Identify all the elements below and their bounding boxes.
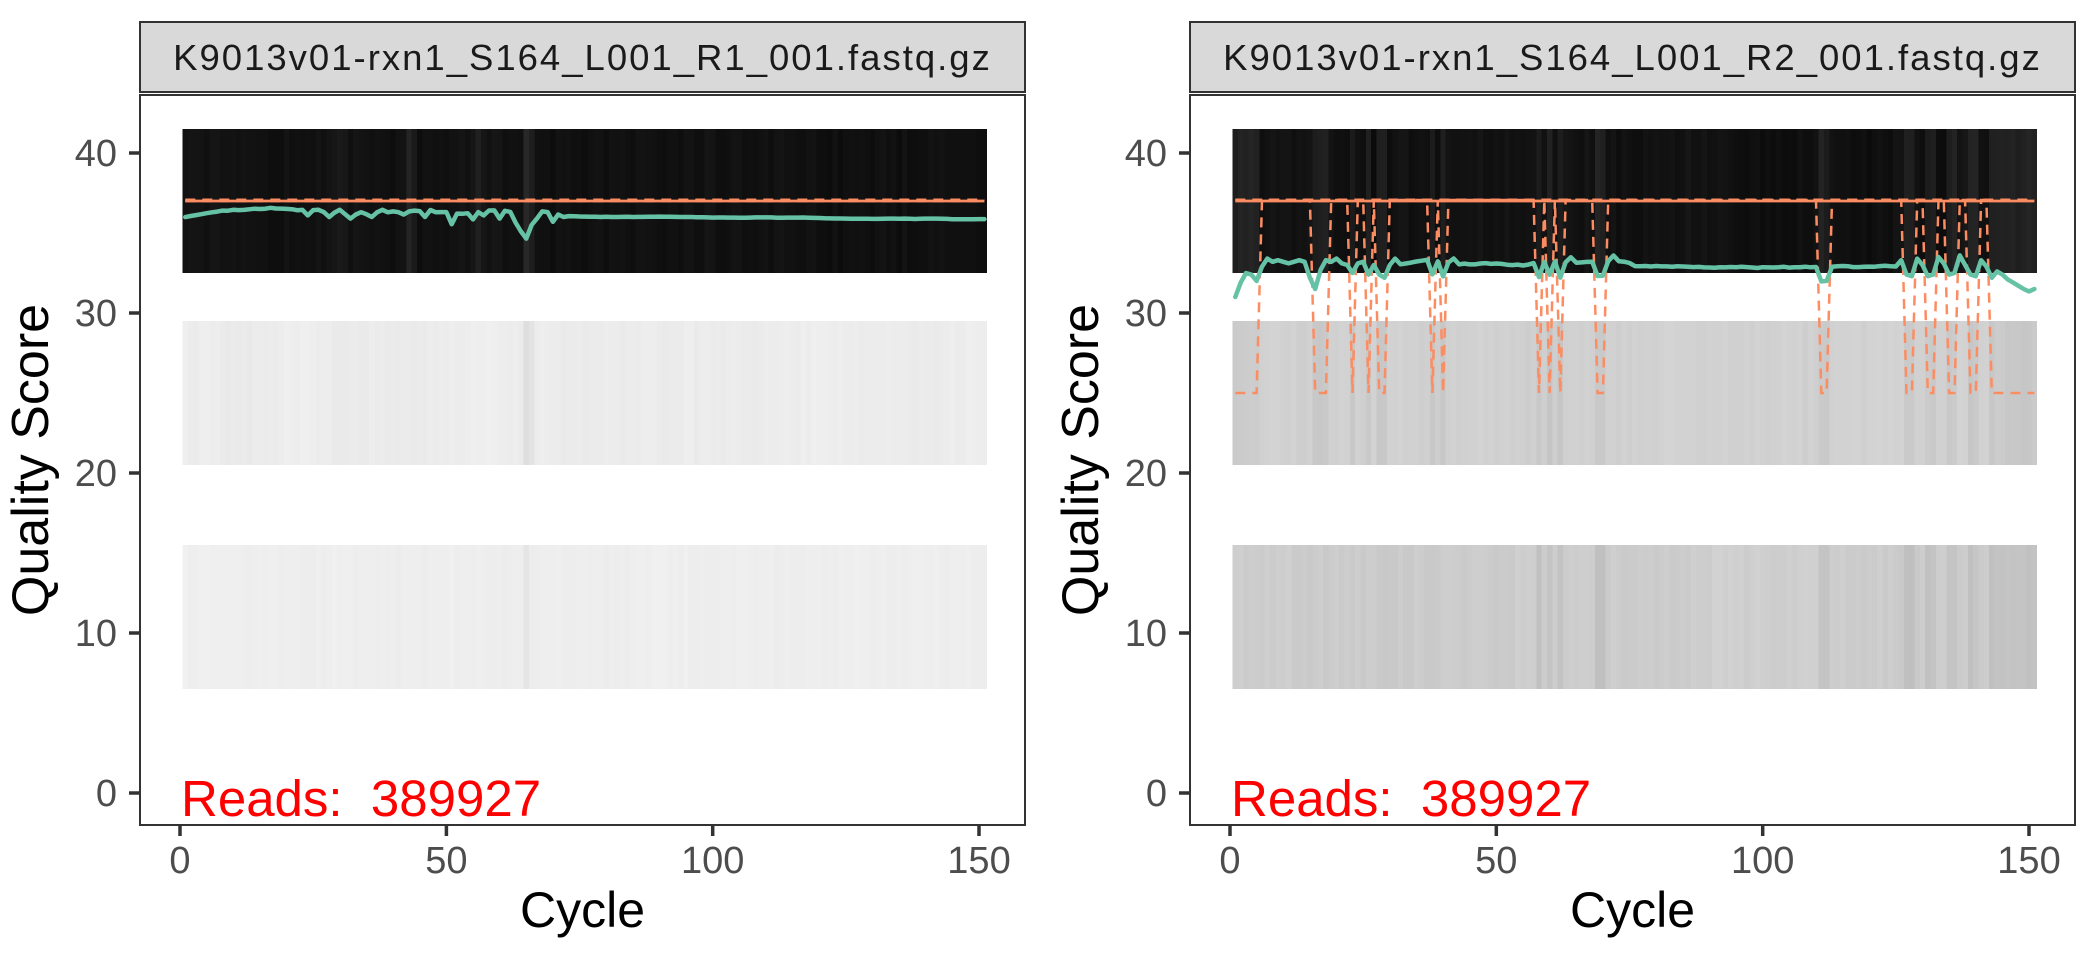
svg-text:Reads: 389927: Reads: 389927 (181, 770, 541, 827)
svg-text:Cycle: Cycle (1570, 882, 1695, 938)
svg-text:20: 20 (75, 453, 117, 495)
svg-text:30: 30 (1125, 293, 1167, 335)
svg-text:50: 50 (425, 840, 467, 882)
svg-text:Reads: 389927: Reads: 389927 (1231, 770, 1591, 827)
svg-text:100: 100 (1731, 840, 1794, 882)
svg-text:0: 0 (1219, 840, 1240, 882)
svg-text:40: 40 (1125, 133, 1167, 175)
svg-text:100: 100 (681, 840, 744, 882)
svg-text:K9013v01-rxn1_S164_L001_R2_001: K9013v01-rxn1_S164_L001_R2_001.fastq.gz (1223, 37, 2042, 78)
svg-text:20: 20 (1125, 453, 1167, 495)
svg-text:K9013v01-rxn1_S164_L001_R1_001: K9013v01-rxn1_S164_L001_R1_001.fastq.gz (173, 37, 992, 78)
svg-text:Quality Score: Quality Score (1052, 304, 1110, 616)
svg-text:Cycle: Cycle (520, 882, 645, 938)
svg-text:50: 50 (1475, 840, 1517, 882)
svg-text:0: 0 (1146, 773, 1167, 815)
svg-text:0: 0 (96, 773, 117, 815)
svg-text:10: 10 (75, 613, 117, 655)
svg-text:0: 0 (169, 840, 190, 882)
svg-text:40: 40 (75, 133, 117, 175)
svg-text:Quality Score: Quality Score (2, 304, 60, 616)
svg-text:150: 150 (947, 840, 1010, 882)
svg-text:10: 10 (1125, 613, 1167, 655)
svg-text:150: 150 (1997, 840, 2060, 882)
svg-text:30: 30 (75, 293, 117, 335)
